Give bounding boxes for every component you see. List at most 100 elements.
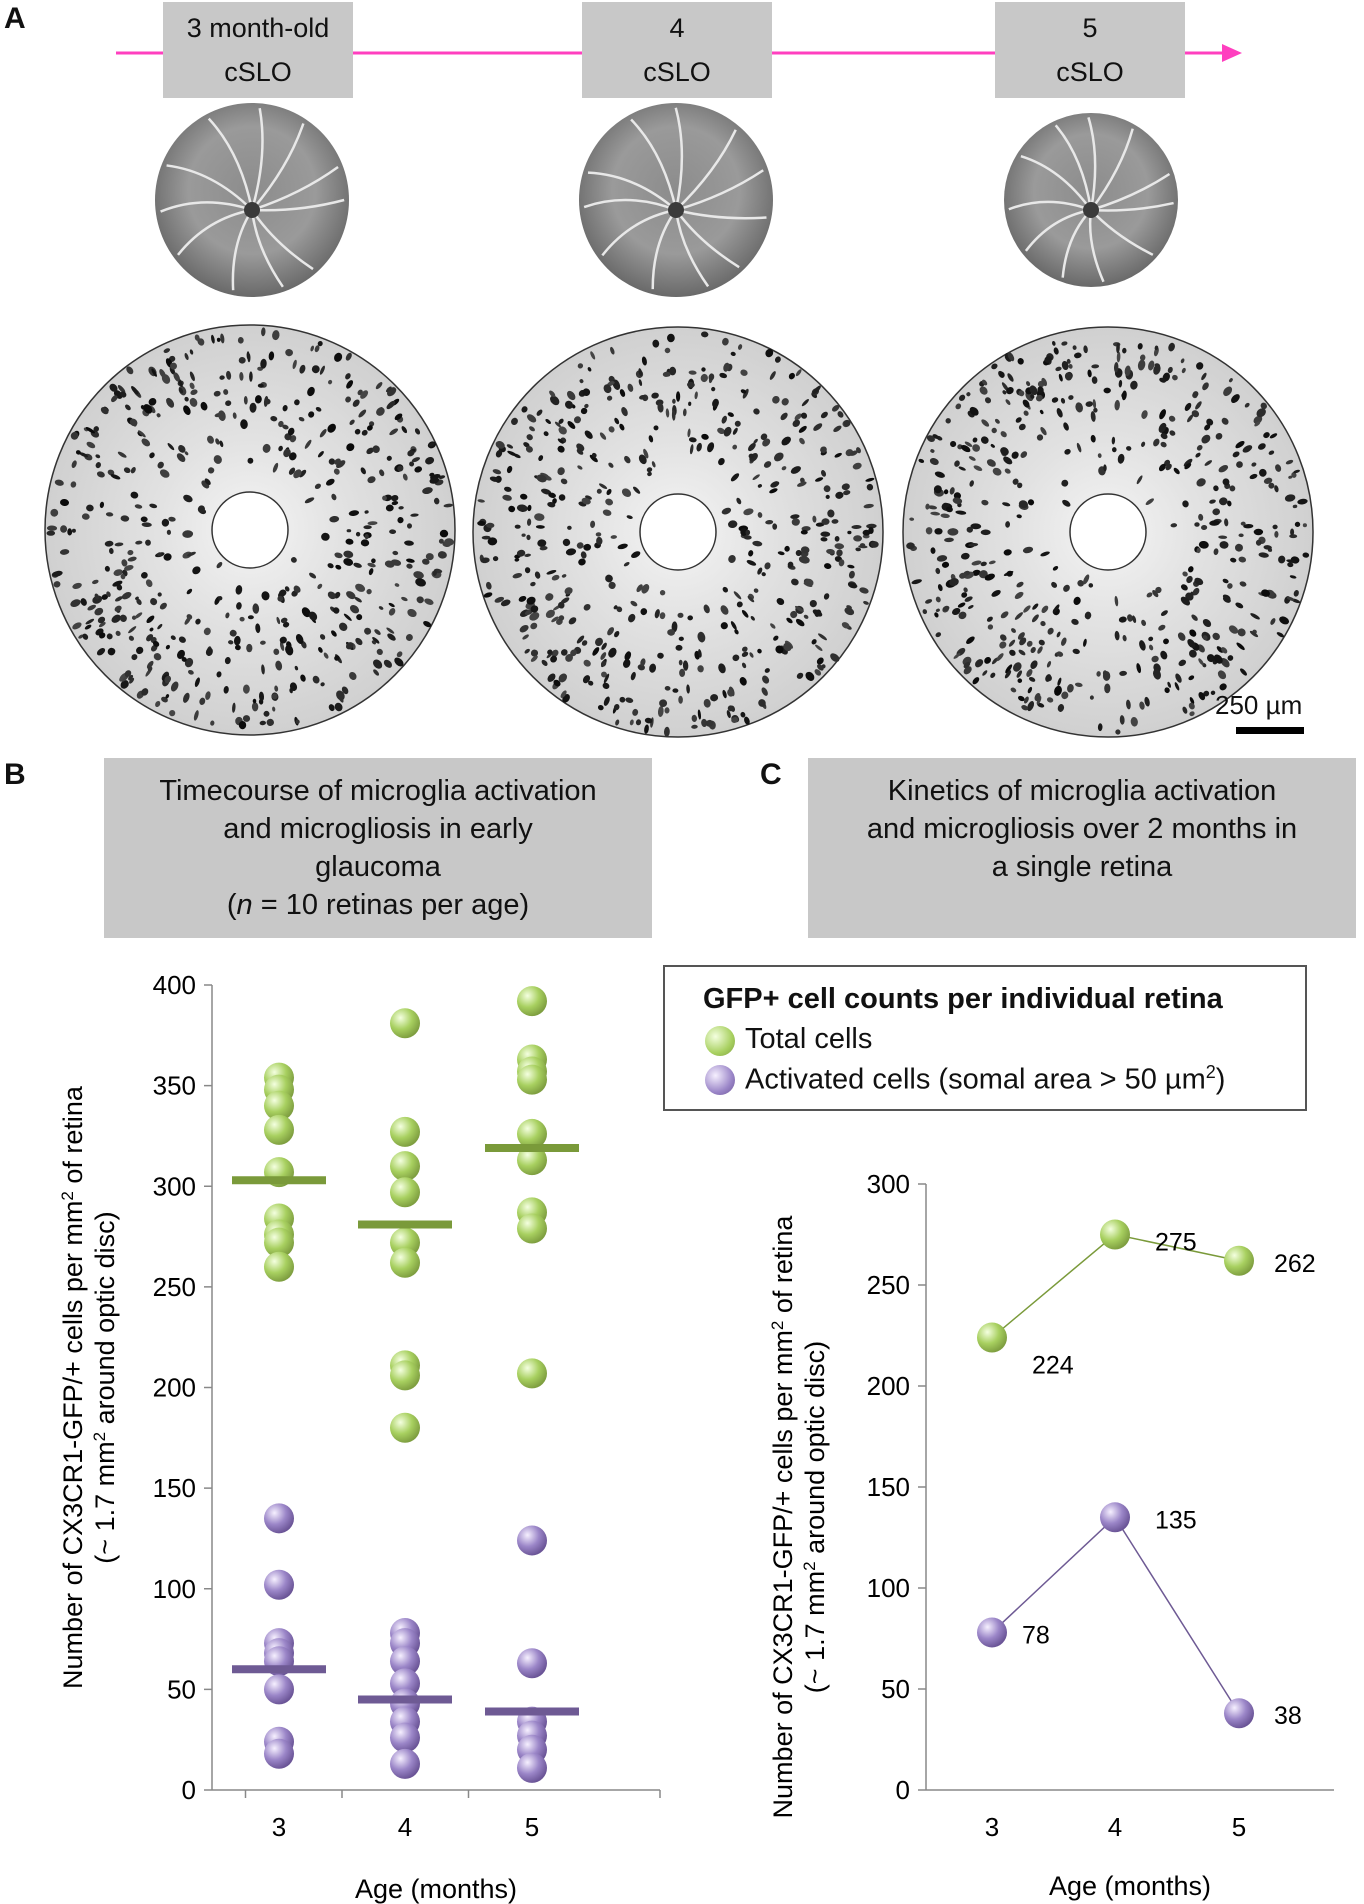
microglia-cell (1189, 697, 1195, 705)
microglia-cell (1088, 583, 1094, 588)
microglia-cell (813, 423, 823, 431)
microglia-cell (432, 570, 437, 576)
microglia-cell (1052, 565, 1059, 571)
microglia-cell (584, 430, 593, 439)
microglia-cell (538, 455, 544, 462)
microglia-cell (654, 609, 660, 619)
timepoint-box-4: 4 cSLO (582, 2, 772, 98)
microglia-cell (232, 702, 236, 713)
microglia-cell (361, 429, 368, 436)
microglia-cell (815, 644, 823, 651)
scale-bar (1236, 727, 1304, 734)
microglia-cell (943, 489, 949, 495)
microglia-cell (672, 398, 676, 404)
microglia-cell (664, 707, 670, 714)
microglia-cell (794, 413, 802, 421)
microglia-cell (1017, 678, 1023, 684)
microglia-cell (327, 423, 336, 433)
microglia-cell (1141, 441, 1146, 447)
microglia-cell (641, 584, 650, 594)
microglia-cell (1174, 682, 1180, 691)
microglia-cell (272, 330, 280, 341)
microglia-cell (966, 392, 971, 397)
microglia-cell (106, 633, 113, 640)
microglia-cell (1153, 364, 1161, 375)
microglia-cell (1061, 341, 1068, 346)
microglia-cell (152, 640, 160, 647)
data-point (390, 1360, 420, 1391)
microglia-cell (852, 462, 862, 470)
microglia-cell (743, 508, 754, 516)
microglia-cell (1061, 479, 1069, 487)
microglia-cell (1029, 385, 1038, 396)
microglia-cell (372, 637, 380, 644)
microglia-cell (1235, 602, 1244, 609)
microglia-cell (1201, 372, 1207, 381)
microglia-cell (518, 595, 527, 602)
microglia-cell (1017, 358, 1024, 365)
data-label: 262 (1274, 1250, 1316, 1278)
microglia-cell (394, 583, 400, 587)
microglia-cell (1005, 664, 1013, 674)
microglia-cell (598, 483, 608, 489)
microglia-cell (1041, 377, 1047, 387)
microglia-cell (216, 561, 223, 569)
microglia-cell (261, 664, 265, 675)
microglia-cell (741, 609, 749, 618)
microglia-cell (483, 592, 493, 598)
microglia-cell (979, 570, 988, 579)
microglia-cell (182, 692, 190, 703)
microglia-cell (146, 634, 154, 642)
fundus-image (579, 103, 773, 297)
microglia-cell (492, 556, 499, 562)
microglia-cell (711, 386, 716, 392)
microglia-cell (187, 551, 196, 557)
x-tick-label: 4 (398, 1812, 412, 1842)
microglia-cell (972, 569, 981, 576)
microglia-cell (1053, 347, 1059, 355)
microglia-cell (1040, 551, 1050, 557)
timepoint-method: cSLO (224, 57, 292, 87)
microglia-cell (909, 517, 915, 521)
microglia-cell (613, 605, 618, 610)
microglia-cell (378, 606, 384, 610)
microglia-cell (349, 419, 355, 426)
microglia-cell (104, 540, 114, 547)
data-point (264, 1251, 294, 1282)
microglia-cell (1232, 451, 1240, 458)
microglia-cell (360, 390, 369, 399)
microglia-cell (922, 609, 928, 615)
microglia-cell (1060, 397, 1066, 404)
microglia-cell (1274, 531, 1279, 538)
microglia-cell (740, 711, 746, 718)
microglia-cell (1180, 358, 1185, 364)
microglia-cell (1057, 677, 1062, 686)
microglia-cell (1017, 482, 1023, 489)
microglia-cell (773, 635, 779, 641)
microglia-cell (769, 488, 778, 494)
microglia-cell (653, 425, 659, 431)
microglia-cell (514, 524, 521, 529)
microglia-cell (558, 494, 566, 501)
microglia-cell (329, 515, 340, 523)
fundus-vessel (207, 117, 254, 211)
microglia-cell (333, 468, 340, 475)
microglia-cell (747, 595, 755, 603)
microglia-cell (101, 594, 109, 600)
microglia-cell (170, 362, 177, 370)
microglia-cell (1215, 432, 1223, 440)
microglia-cell (204, 478, 211, 485)
microglia-cell (243, 396, 248, 405)
microglia-cell (576, 542, 584, 549)
microglia-cell (1057, 704, 1065, 712)
y-tick-label: 100 (867, 1573, 910, 1603)
microglia-cell (1061, 637, 1067, 646)
microglia-cell (820, 411, 828, 419)
microglia-cell (312, 675, 320, 684)
microglia-cell (1253, 528, 1264, 536)
x-axis-title: Age (months) (1049, 1871, 1211, 1901)
fundus-vessel (251, 198, 345, 212)
microglia-cell (169, 709, 176, 717)
microglia-cell (582, 388, 591, 396)
microglia-cell (1145, 498, 1154, 506)
